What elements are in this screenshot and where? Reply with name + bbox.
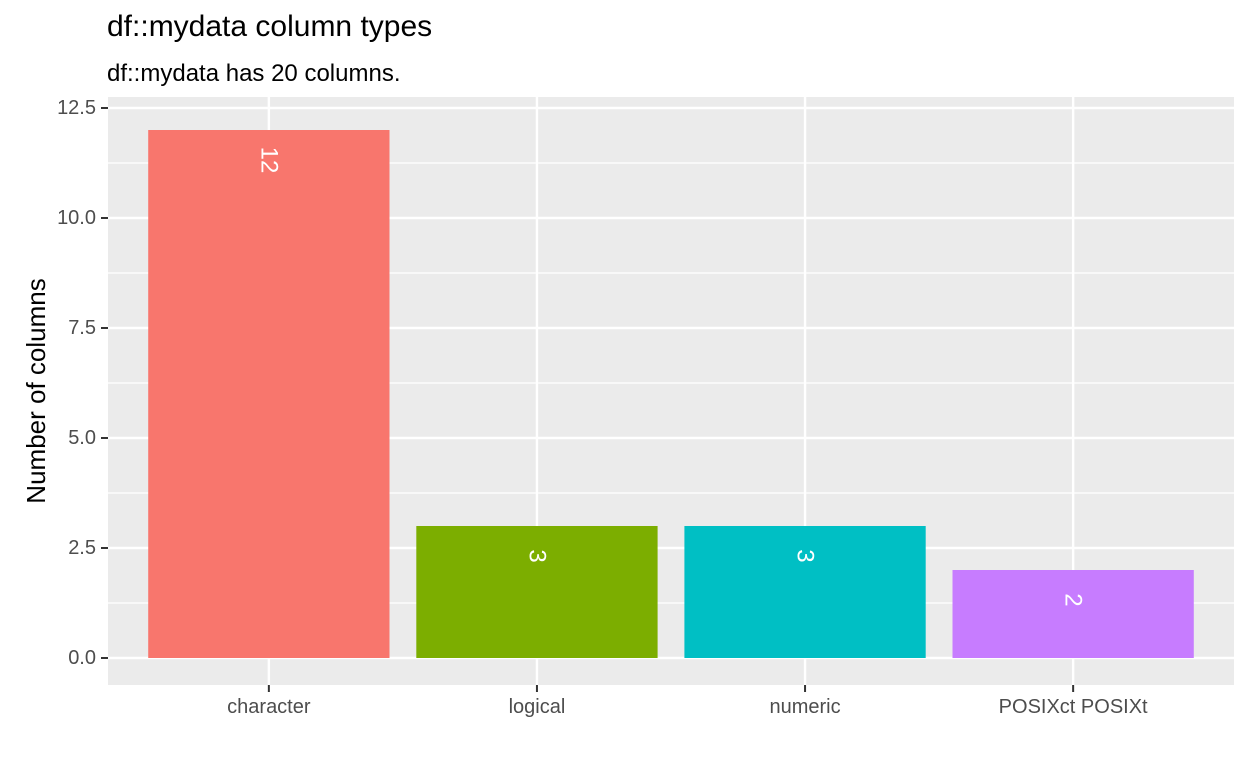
bar-value-label: 2 [1060, 593, 1087, 606]
x-tick-label: character [227, 696, 311, 718]
bar-labels: 12 3 3 2 [255, 147, 1086, 607]
y-tick-label: 10.0 [57, 207, 96, 229]
x-tick-label: POSIXct POSIXt [999, 696, 1148, 718]
bar-numeric [684, 526, 926, 658]
bar-value-label: 3 [792, 549, 819, 562]
bar-posixct-posixt [952, 570, 1194, 658]
chart-subtitle: df::mydata has 20 columns. [107, 60, 401, 87]
chart-title: df::mydata column types [107, 10, 433, 43]
bar-value-label: 12 [255, 147, 282, 174]
bar-character [148, 130, 390, 658]
y-tick-label: 2.5 [68, 537, 96, 559]
bar-logical [416, 526, 658, 658]
y-tick-label: 7.5 [68, 317, 96, 339]
x-tick-label: logical [509, 696, 566, 718]
x-tick-label: numeric [769, 696, 840, 718]
y-axis: 0.0 2.5 5.0 7.5 10.0 12.5 [57, 97, 108, 669]
bars [148, 130, 1194, 658]
y-tick-label: 0.0 [68, 647, 96, 669]
y-tick-label: 12.5 [57, 97, 96, 119]
bar-value-label: 3 [523, 549, 550, 562]
y-axis-title: Number of columns [21, 278, 51, 503]
x-axis: character logical numeric POSIXct POSIXt [227, 685, 1148, 718]
y-tick-label: 5.0 [68, 427, 96, 449]
